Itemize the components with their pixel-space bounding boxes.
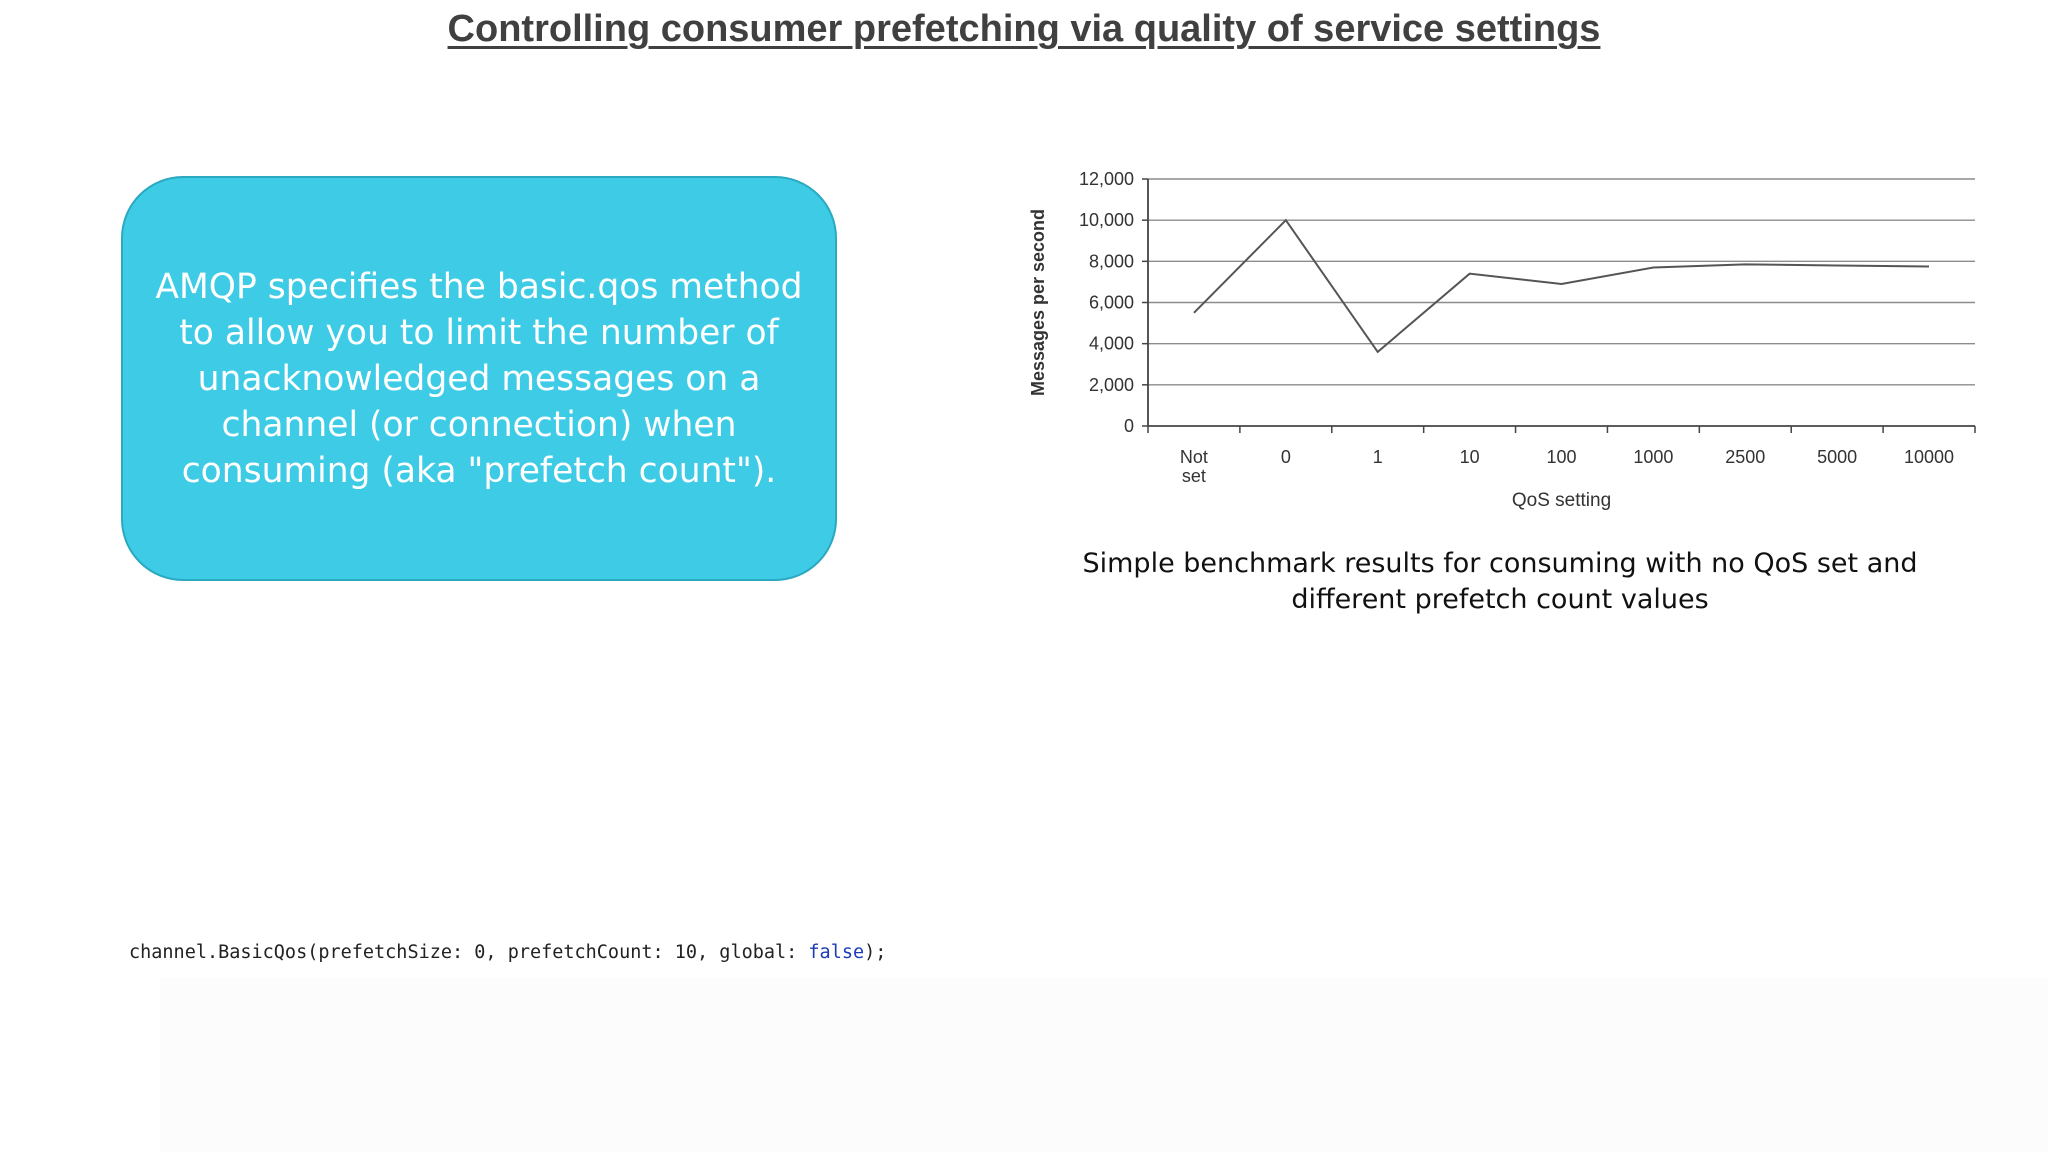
- x-tick-label: 0: [1281, 447, 1291, 467]
- x-tick-label: 1: [1373, 447, 1383, 467]
- y-axis-label: Messages per second: [1028, 209, 1048, 396]
- callout-box: AMQP specifies the basic.qos method to a…: [121, 176, 837, 581]
- code-keyword: false: [808, 942, 865, 963]
- x-tick-label: 2500: [1725, 447, 1765, 467]
- y-tick-label: 12,000: [1079, 169, 1134, 189]
- callout-text: AMQP specifies the basic.qos method to a…: [155, 266, 803, 491]
- y-tick-label: 10,000: [1079, 210, 1134, 230]
- code-text: channel.BasicQos(prefetchSize: 0, prefet…: [129, 942, 809, 963]
- x-axis-label: QoS setting: [1512, 490, 1611, 511]
- x-tick-label: Not: [1180, 447, 1208, 467]
- chart-caption: Simple benchmark results for consuming w…: [1082, 548, 1918, 615]
- bottom-panel: [160, 978, 2048, 1152]
- code-suffix: );: [864, 942, 887, 963]
- x-tick-label: set: [1182, 466, 1206, 486]
- slide-title: Controlling consumer prefetching via qua…: [447, 8, 1601, 50]
- y-tick-label: 6,000: [1089, 293, 1134, 313]
- y-tick-label: 2,000: [1089, 375, 1134, 395]
- y-tick-label: 0: [1124, 416, 1134, 436]
- code-snippet: channel.BasicQos(prefetchSize: 0, prefet…: [129, 942, 886, 963]
- x-tick-label: 10: [1460, 447, 1480, 467]
- line-chart: 0 2,000 4,000 6,000 8,000 10,000 12,000 Not set 0…: [1020, 160, 2000, 535]
- x-tick-label: 5000: [1817, 447, 1857, 467]
- y-tick-label: 4,000: [1089, 334, 1134, 354]
- x-tick-label: 10000: [1904, 447, 1954, 467]
- series-line: [1193, 218, 1930, 354]
- y-tick-label: 8,000: [1089, 251, 1134, 271]
- x-tick-label: 100: [1546, 447, 1576, 467]
- x-tick-label: 1000: [1633, 447, 1673, 467]
